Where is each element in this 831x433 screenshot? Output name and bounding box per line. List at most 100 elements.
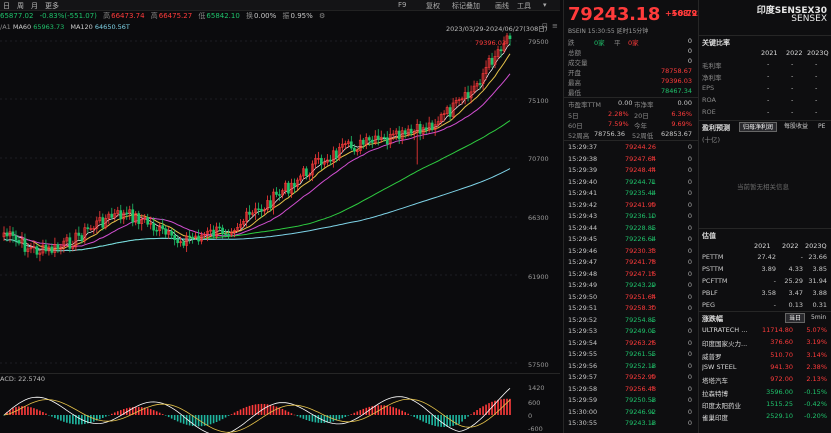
high-label: 高 [103, 12, 111, 20]
macd-bar [221, 415, 224, 420]
ma120-line [3, 168, 511, 252]
divider [699, 228, 831, 229]
macd-bar [200, 415, 203, 427]
candle [358, 139, 362, 151]
mover-name[interactable]: JSW STEEL [702, 362, 737, 371]
macd-bar [314, 415, 317, 423]
tick-row: 15:29:46 79230.33 ↑ 0 [568, 247, 696, 256]
tick-volume: 0 [687, 258, 692, 266]
candle [376, 135, 380, 140]
valuation-value: 4.33 [788, 265, 803, 273]
candle [110, 213, 114, 218]
tick-price: 79256.48 [625, 384, 657, 393]
period-value: 7.59% [608, 120, 629, 128]
candle [502, 42, 506, 52]
mover-name[interactable]: 印度太阳药业 [702, 401, 741, 410]
mover-name[interactable]: 拉森特博 [702, 389, 728, 398]
macd-bar [122, 409, 125, 415]
last-close-value: 65877.02 [0, 12, 34, 20]
expand-icon[interactable]: ⊡ [542, 22, 548, 30]
tick-price: 79244.26 [625, 143, 657, 151]
candle [281, 190, 284, 196]
divider [699, 311, 831, 312]
macd-bar [176, 415, 179, 422]
tick-price: 79235.44 [625, 189, 657, 197]
macd-bar [212, 415, 215, 424]
tick-arrow: ↓ [650, 212, 656, 220]
macd-bar [476, 410, 478, 415]
tab-5min[interactable]: 5min [811, 314, 827, 321]
macd-bar [18, 406, 20, 415]
candlestick-chart[interactable]: 79396.03 [0, 33, 525, 371]
draw-menu[interactable]: 画线 [495, 2, 509, 10]
macd-bar [488, 403, 490, 415]
tick-arrow: ↓ [650, 177, 656, 186]
candle [332, 150, 335, 162]
tab-today[interactable]: 当日 [785, 313, 806, 323]
kv-value: 78758.67 [660, 67, 692, 75]
f9-button[interactable]: F9 [398, 1, 407, 9]
tick-price: 79258.30 [625, 304, 657, 312]
candle [233, 230, 236, 233]
valuation-label: PEG [702, 301, 716, 309]
mover-name[interactable]: 塔塔汽车 [702, 377, 728, 386]
tick-volume: 0 [687, 338, 692, 347]
mover-name[interactable]: 印度国家火力... [702, 340, 748, 349]
year-header: 2022 [782, 242, 799, 250]
macd-bar [290, 413, 293, 415]
macd-bar [143, 407, 146, 415]
period-month-tab[interactable]: 月 [31, 2, 38, 10]
candle [412, 130, 416, 134]
tick-time: 15:29:45 [568, 235, 598, 243]
ma-lines [3, 43, 511, 252]
candle [65, 237, 69, 242]
candle [263, 209, 266, 212]
mover-name[interactable]: 威普罗 [702, 352, 722, 361]
mover-name[interactable]: ULTRATECH ... [702, 326, 748, 334]
kv-value: 0 [687, 37, 692, 45]
mover-pct: -0.20% [804, 412, 827, 421]
candle [427, 122, 431, 131]
macd-bar [51, 415, 53, 417]
macd-bar [296, 415, 299, 417]
tick-volume: 0 [687, 166, 692, 174]
macd-bar [461, 415, 463, 422]
candle [490, 57, 494, 65]
period-week-tab[interactable]: 周 [17, 2, 24, 10]
macd-chart[interactable] [0, 383, 525, 433]
date-range-label[interactable]: 2023/03/29-2024/06/27(308日) [446, 25, 548, 33]
candle [158, 225, 162, 232]
candle [320, 158, 323, 165]
zero-label: 0家 [594, 39, 605, 47]
menu-icon[interactable]: ≡ [552, 22, 558, 30]
period-day-tab[interactable]: 日 [3, 2, 10, 10]
mover-name[interactable]: 雀巢印度 [702, 414, 728, 423]
macd-bar [278, 407, 281, 415]
adjust-menu[interactable]: 复权 [426, 2, 440, 10]
macd-bar [359, 410, 362, 415]
macd-bar [251, 405, 254, 415]
tick-row: 15:30:55 79243.18 ↓ 0 [568, 419, 696, 428]
quote-panel: 79243.18 +568.93 BSEIN 15:30:55 延时15分钟 跌… [563, 0, 703, 433]
overlay-menu[interactable]: 标记叠加 [452, 2, 480, 10]
macd-bar [119, 410, 122, 415]
period-more-tab[interactable]: 更多 [45, 2, 59, 10]
tab-pe[interactable]: PE [818, 123, 826, 130]
macd-bar [182, 415, 185, 424]
tools-menu[interactable]: 工具 [517, 2, 531, 10]
amplitude-label: 振 [282, 12, 290, 20]
ma5-line [3, 43, 511, 251]
candle [20, 238, 24, 244]
tick-arrow: ↓ [650, 361, 656, 370]
macd-bar [45, 413, 47, 415]
tab-net-profit[interactable]: 归母净利润 [739, 122, 778, 132]
macd-bar [48, 415, 50, 416]
gear-icon[interactable]: ⚙ [319, 12, 326, 20]
tab-eps[interactable]: 每股收益 [784, 123, 809, 130]
divider [564, 140, 699, 141]
chevron-down-icon[interactable]: ▾ [543, 1, 547, 9]
ratio-label: ROE [702, 108, 716, 116]
macd-bar [389, 406, 392, 415]
candle [161, 225, 165, 230]
macd-bar [419, 415, 421, 421]
